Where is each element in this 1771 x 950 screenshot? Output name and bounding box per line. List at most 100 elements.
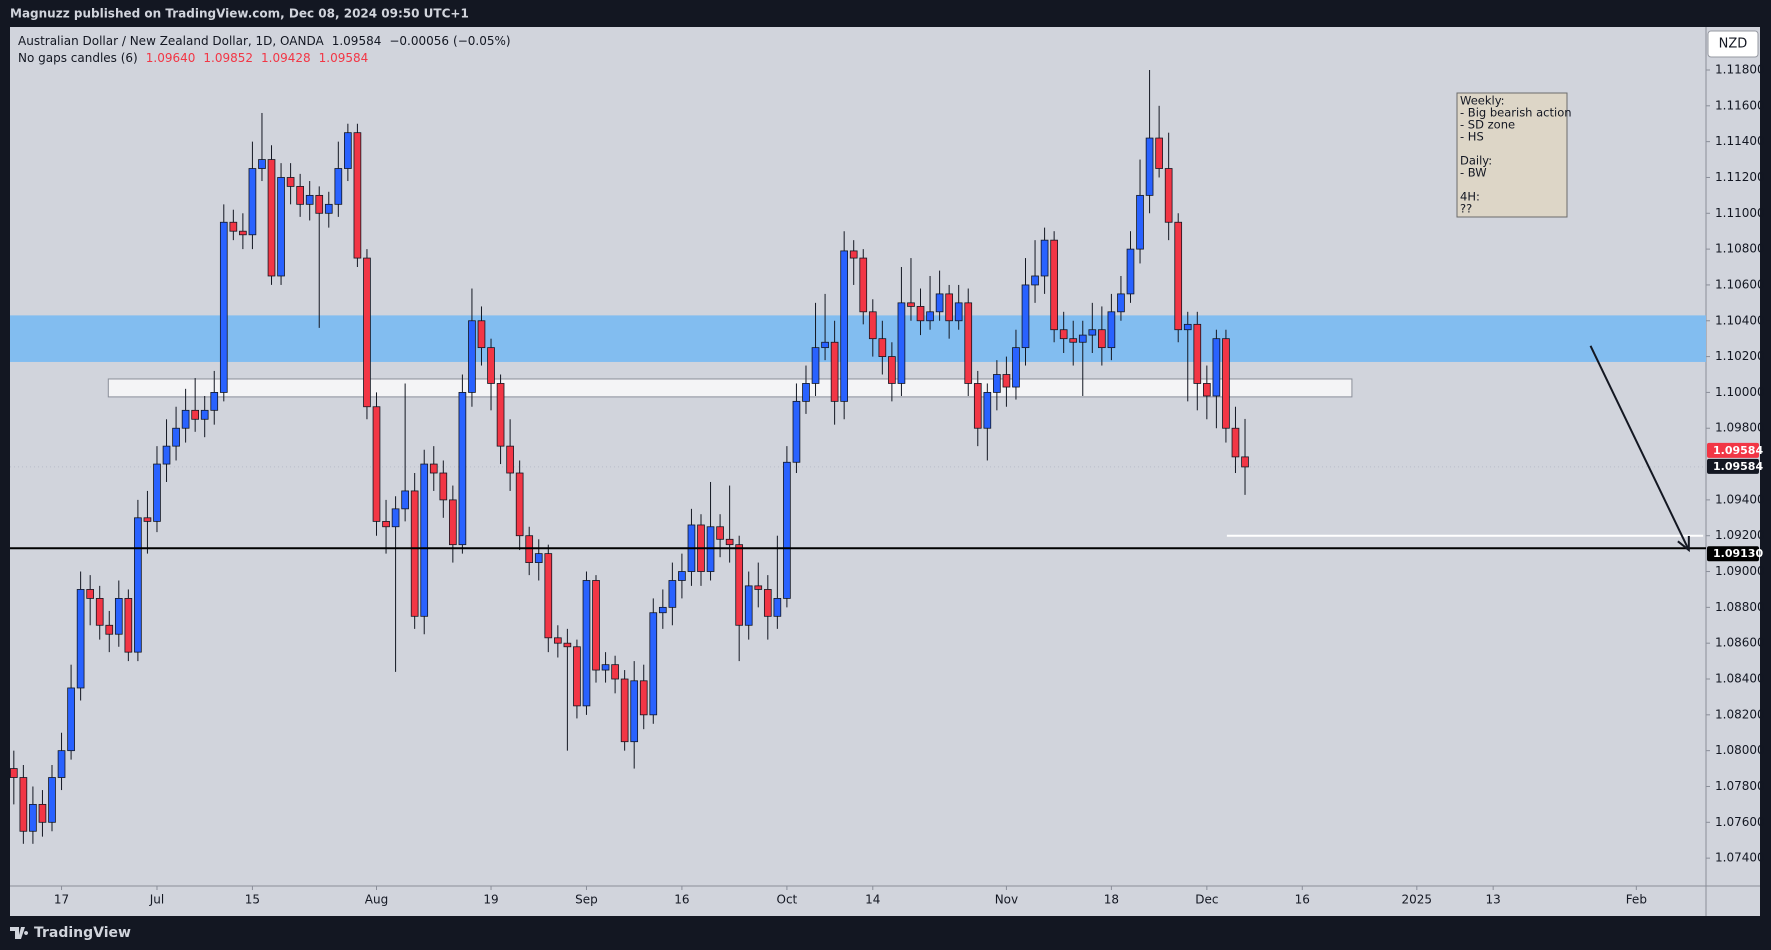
- y-tick-label: 1.11200: [1715, 170, 1765, 184]
- plot: [9, 69, 1706, 844]
- candle-body: [763, 589, 772, 617]
- candle-body: [1078, 334, 1087, 343]
- x-tick-label: Aug: [365, 893, 388, 907]
- candle-body: [181, 409, 190, 429]
- candle-body: [630, 680, 639, 743]
- candle-body: [258, 159, 266, 169]
- candle-body: [162, 445, 171, 465]
- candle-body: [658, 606, 667, 614]
- note-box: [1456, 92, 1568, 218]
- last-price-tag-label: 1.09584: [1713, 460, 1763, 473]
- indicator-value: 1.09640: [146, 51, 196, 65]
- x-tick-label: 18: [1104, 893, 1119, 907]
- candle-body: [86, 589, 95, 599]
- y-tick-label: 1.08200: [1715, 707, 1765, 721]
- candle-body: [668, 580, 677, 608]
- overlay: Australian Dollar / New Zealand Dollar, …: [18, 34, 1572, 218]
- indicator-value: 1.09428: [261, 51, 311, 65]
- legend-change-pct: (−0.05%): [453, 34, 511, 48]
- candle-body: [315, 194, 324, 214]
- candle-body: [382, 520, 390, 528]
- candle-body: [1012, 347, 1020, 388]
- candle-body: [515, 472, 524, 537]
- candle-body: [1164, 168, 1173, 223]
- candle-body: [401, 490, 409, 510]
- candle-body: [592, 580, 600, 671]
- candle-body: [945, 293, 953, 322]
- candle-body: [649, 612, 658, 716]
- legend-last: 1.09584: [332, 34, 382, 48]
- candle-body: [1126, 248, 1135, 295]
- y-tick-label: 1.07600: [1715, 815, 1765, 829]
- x-tick-label: 17: [54, 893, 69, 907]
- candle-body: [907, 302, 915, 307]
- candle-body: [1040, 239, 1049, 277]
- last-price-tag: [1707, 458, 1759, 474]
- x-tick-label: Jul: [149, 893, 164, 907]
- candle-body: [544, 553, 553, 639]
- candle-body: [1088, 329, 1097, 336]
- x-tick-label: Feb: [1626, 893, 1647, 907]
- candle-body: [506, 445, 514, 474]
- candle-body: [954, 302, 963, 322]
- candle-body: [1098, 329, 1106, 349]
- candle-body: [840, 250, 848, 402]
- x-tick-label: 14: [865, 893, 880, 907]
- candle-body: [993, 374, 1001, 393]
- candle-body: [391, 508, 400, 528]
- candle-body: [983, 392, 992, 429]
- legend-symbol: Australian Dollar / New Zealand Dollar, …: [18, 34, 324, 48]
- candle-body: [449, 499, 457, 546]
- candle-body: [420, 463, 429, 617]
- candle-body: [573, 646, 581, 707]
- candle-body: [248, 168, 257, 236]
- y-tick-label: 1.09800: [1715, 421, 1765, 435]
- candle-body: [29, 803, 37, 832]
- hline-tag: [1707, 546, 1759, 562]
- candle-body: [888, 356, 896, 384]
- y-tick-label: 1.07400: [1715, 851, 1765, 865]
- zone: [107, 378, 1353, 398]
- note-heading: Daily:: [1460, 154, 1492, 168]
- candle-body: [1193, 323, 1202, 384]
- y-tick-label: 1.09400: [1715, 492, 1765, 506]
- y-tick-label: 1.09200: [1715, 528, 1765, 542]
- candle-body: [811, 347, 820, 384]
- note-heading: Weekly:: [1460, 94, 1505, 108]
- candle-body: [114, 598, 123, 635]
- brand-logo: [10, 927, 29, 939]
- candle-body: [1117, 293, 1125, 313]
- candle-body: [487, 347, 495, 384]
- candle-body: [458, 392, 467, 546]
- candle-body: [468, 320, 476, 393]
- note-item: - HS: [1460, 130, 1484, 144]
- candle-body: [744, 585, 753, 626]
- candle-body: [1136, 194, 1144, 250]
- x-tick-label: Dec: [1195, 893, 1218, 907]
- legend-indicator: No gaps candles (6) 1.09640 1.09852 1.09428…: [18, 51, 368, 65]
- y-tick-label: 1.11000: [1715, 206, 1765, 220]
- x-tick-label: 2025: [1402, 893, 1433, 907]
- y-tick-label: 1.10400: [1715, 313, 1765, 327]
- candle-body: [429, 463, 438, 474]
- x-tick-label: 19: [483, 893, 498, 907]
- candle-body: [305, 194, 314, 205]
- candle-body: [1002, 374, 1011, 388]
- candle-body: [716, 526, 724, 540]
- candle-body: [897, 302, 906, 384]
- y-tick-label: 1.08800: [1715, 600, 1765, 614]
- candle-body: [849, 250, 858, 259]
- candle-body: [134, 517, 142, 653]
- candle-body: [754, 585, 763, 590]
- candle-body: [563, 642, 572, 648]
- candle-body: [725, 538, 734, 546]
- candle-body: [38, 803, 47, 823]
- x-tick-label: 13: [1486, 893, 1501, 907]
- note-item: ??: [1460, 202, 1472, 216]
- y-tick-label: 1.08600: [1715, 636, 1765, 650]
- candle-body: [267, 159, 276, 277]
- candle-body: [601, 664, 610, 671]
- y-tick-label: 1.10800: [1715, 242, 1765, 256]
- candle-body: [496, 383, 505, 447]
